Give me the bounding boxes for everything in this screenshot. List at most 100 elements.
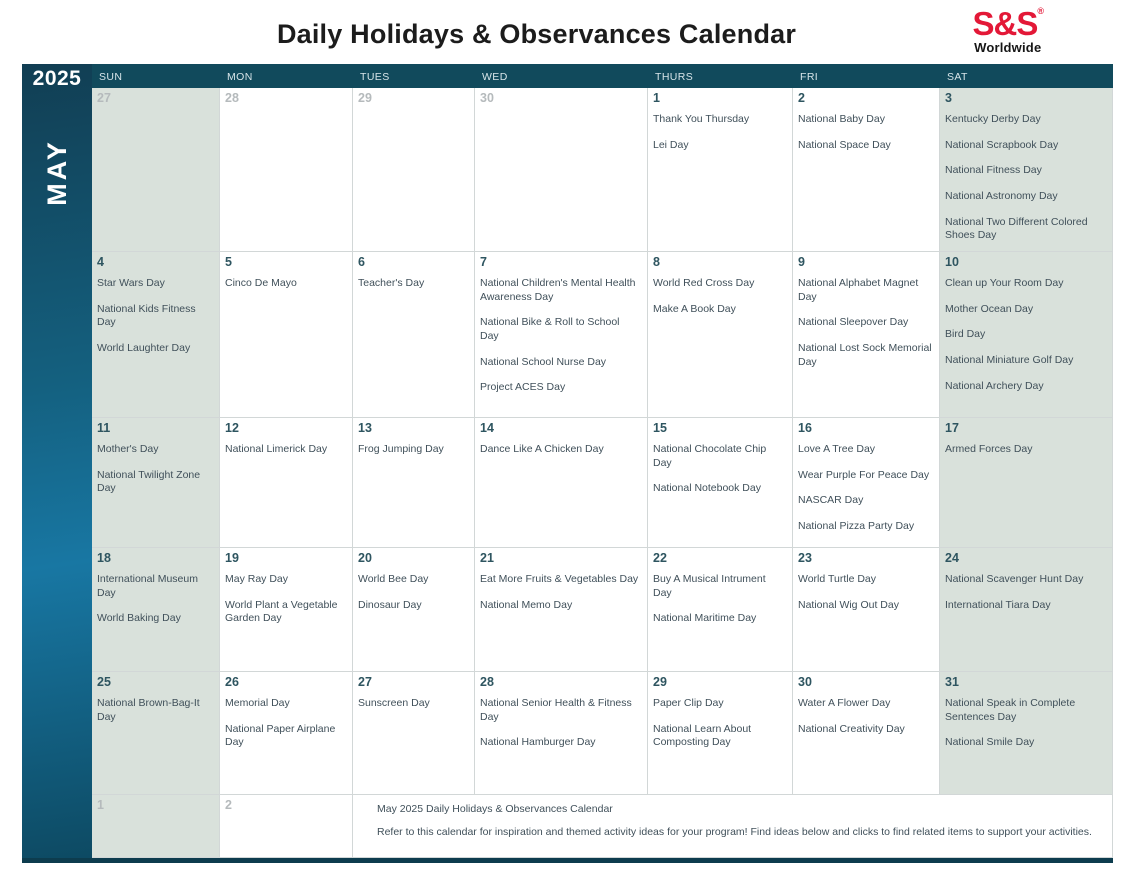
registered-mark-icon: ® xyxy=(1037,6,1044,16)
day-number: 30 xyxy=(798,675,812,689)
weekday-header-row: SUN MON TUES WED THURS FRI SAT xyxy=(92,64,1113,88)
event-item: National Twilight Zone Day xyxy=(97,468,201,495)
day-cell: 30 xyxy=(475,88,648,252)
day-cell: 4 Star Wars Day National Kids Fitness Day W… xyxy=(92,252,220,418)
event-item: National Hamburger Day xyxy=(480,736,596,749)
day-cell: 11 Mother's Day National Twilight Zone Day xyxy=(92,418,220,548)
event-item: National Astronomy Day xyxy=(945,189,1058,202)
day-number: 29 xyxy=(358,91,372,105)
event-item: National Limerick Day xyxy=(225,443,328,455)
day-number: 18 xyxy=(97,551,111,565)
day-cell: 1 Thank You Thursday Lei Day xyxy=(648,88,793,252)
logo-subtext: Worldwide xyxy=(974,40,1042,55)
day-number: 19 xyxy=(225,551,239,565)
day-number: 16 xyxy=(798,421,812,435)
event-item: World Red Cross Day xyxy=(653,277,755,289)
event-item: National Notebook Day xyxy=(653,482,761,495)
event-item: Star Wars Day xyxy=(97,277,165,289)
event-item: National Maritime Day xyxy=(653,612,757,625)
event-item: Bird Day xyxy=(945,328,986,341)
event-item: Frog Jumping Day xyxy=(358,443,444,455)
event-item: National Sleepover Day xyxy=(798,316,909,329)
day-number: 1 xyxy=(97,798,104,812)
weekday-header-wed: WED xyxy=(482,71,508,83)
day-number: 28 xyxy=(480,675,494,689)
event-item: National Scavenger Hunt Day xyxy=(945,573,1084,585)
event-item: Lei Day xyxy=(653,138,689,151)
calendar-sidebar: 2025 MAY xyxy=(22,64,92,858)
page-header: Daily Holidays & Observances Calendar S&… xyxy=(0,0,1129,64)
event-item: Make A Book Day xyxy=(653,302,736,315)
day-number: 25 xyxy=(97,675,111,689)
day-cell: 19 May Ray Day World Plant a Vegetable Gar… xyxy=(220,548,353,672)
day-cell: 6 Teacher's Day xyxy=(353,252,475,418)
day-cell: 5 Cinco De Mayo xyxy=(220,252,353,418)
event-item: World Laughter Day xyxy=(97,341,191,354)
day-cell: 8 World Red Cross Day Make A Book Day xyxy=(648,252,793,418)
event-item: International Tiara Day xyxy=(945,598,1051,611)
event-item: National Alphabet Magnet Day xyxy=(798,277,919,303)
event-item: Kentucky Derby Day xyxy=(945,113,1041,125)
day-number: 20 xyxy=(358,551,372,565)
event-item: National School Nurse Day xyxy=(480,355,607,368)
event-item: National Baby Day xyxy=(798,113,885,125)
day-cell: 9 National Alphabet Magnet Day National Sl… xyxy=(793,252,940,418)
event-item: Buy A Musical Intrument Day xyxy=(653,573,766,599)
day-cell: 21 Eat More Fruits & Vegetables Day Nation… xyxy=(475,548,648,672)
day-number: 14 xyxy=(480,421,494,435)
day-cell: 25 National Brown-Bag-It Day xyxy=(92,672,220,795)
day-number: 30 xyxy=(480,91,494,105)
day-number: 3 xyxy=(945,91,952,105)
logo-brand-text: S&S® xyxy=(973,6,1044,41)
day-number: 31 xyxy=(945,675,959,689)
event-item: National Brown-Bag-It Day xyxy=(97,697,200,723)
event-item: National Chocolate Chip Day xyxy=(653,443,767,469)
day-number: 10 xyxy=(945,255,959,269)
day-cell: 2 National Baby Day National Space Day xyxy=(793,88,940,252)
calendar-footer-row: 1 2 May 2025 Daily Holidays & Observances … xyxy=(92,795,1113,858)
event-item: Mother's Day xyxy=(97,443,159,455)
event-item: Project ACES Day xyxy=(480,381,566,394)
day-cell: 14 Dance Like A Chicken Day xyxy=(475,418,648,548)
event-item: Wear Purple For Peace Day xyxy=(798,468,930,481)
weekday-header-sun: SUN xyxy=(99,71,123,83)
event-item: World Bee Day xyxy=(358,573,429,585)
day-number: 27 xyxy=(97,91,111,105)
event-item: National Wig Out Day xyxy=(798,598,899,611)
event-item: National Lost Sock Memorial Day xyxy=(798,341,932,368)
footer-note-title: May 2025 Daily Holidays & Observances Ca… xyxy=(377,803,613,815)
year-label: 2025 xyxy=(32,67,82,90)
day-cell: 18 International Museum Day World Baking D… xyxy=(92,548,220,672)
footer-note-cell: May 2025 Daily Holidays & Observances Ca… xyxy=(353,795,1113,858)
event-item: Paper Clip Day xyxy=(653,697,724,709)
event-item: National Space Day xyxy=(798,138,891,151)
event-item: Mother Ocean Day xyxy=(945,302,1034,315)
day-cell: 27 xyxy=(92,88,220,252)
day-number: 22 xyxy=(653,551,667,565)
day-cell: 12 National Limerick Day xyxy=(220,418,353,548)
weekday-header-fri: FRI xyxy=(800,71,819,83)
day-cell: 27 Sunscreen Day xyxy=(353,672,475,795)
event-item: National Children's Mental Health Awaren… xyxy=(480,277,636,303)
event-item: National Bike & Roll to School Day xyxy=(480,316,620,342)
day-number: 11 xyxy=(97,421,111,435)
day-number: 13 xyxy=(358,421,372,435)
event-item: National Senior Health & Fitness Day xyxy=(480,697,632,723)
event-item: National Pizza Party Day xyxy=(798,519,915,532)
event-item: Memorial Day xyxy=(225,697,290,709)
day-cell: 17 Armed Forces Day xyxy=(940,418,1113,548)
day-cell: 16 Love A Tree Day Wear Purple For Peace D… xyxy=(793,418,940,548)
day-cell: 7 National Children's Mental Health Aware… xyxy=(475,252,648,418)
day-number: 7 xyxy=(480,255,487,269)
event-item: National Two Different Colored Shoes Day xyxy=(945,215,1088,242)
day-cell: 15 National Chocolate Chip Day National No… xyxy=(648,418,793,548)
weekday-header-thurs: THURS xyxy=(655,71,694,83)
event-item: National Creativity Day xyxy=(798,722,905,735)
ss-worldwide-logo: S&S® Worldwide xyxy=(973,6,1044,55)
event-item: Dance Like A Chicken Day xyxy=(480,443,604,455)
month-label-wrap: MAY xyxy=(22,116,92,228)
event-item: Sunscreen Day xyxy=(358,697,430,709)
day-number: 26 xyxy=(225,675,239,689)
event-item: National Memo Day xyxy=(480,598,573,611)
week-row: 4 Star Wars Day National Kids Fitness Day W… xyxy=(92,252,1113,418)
